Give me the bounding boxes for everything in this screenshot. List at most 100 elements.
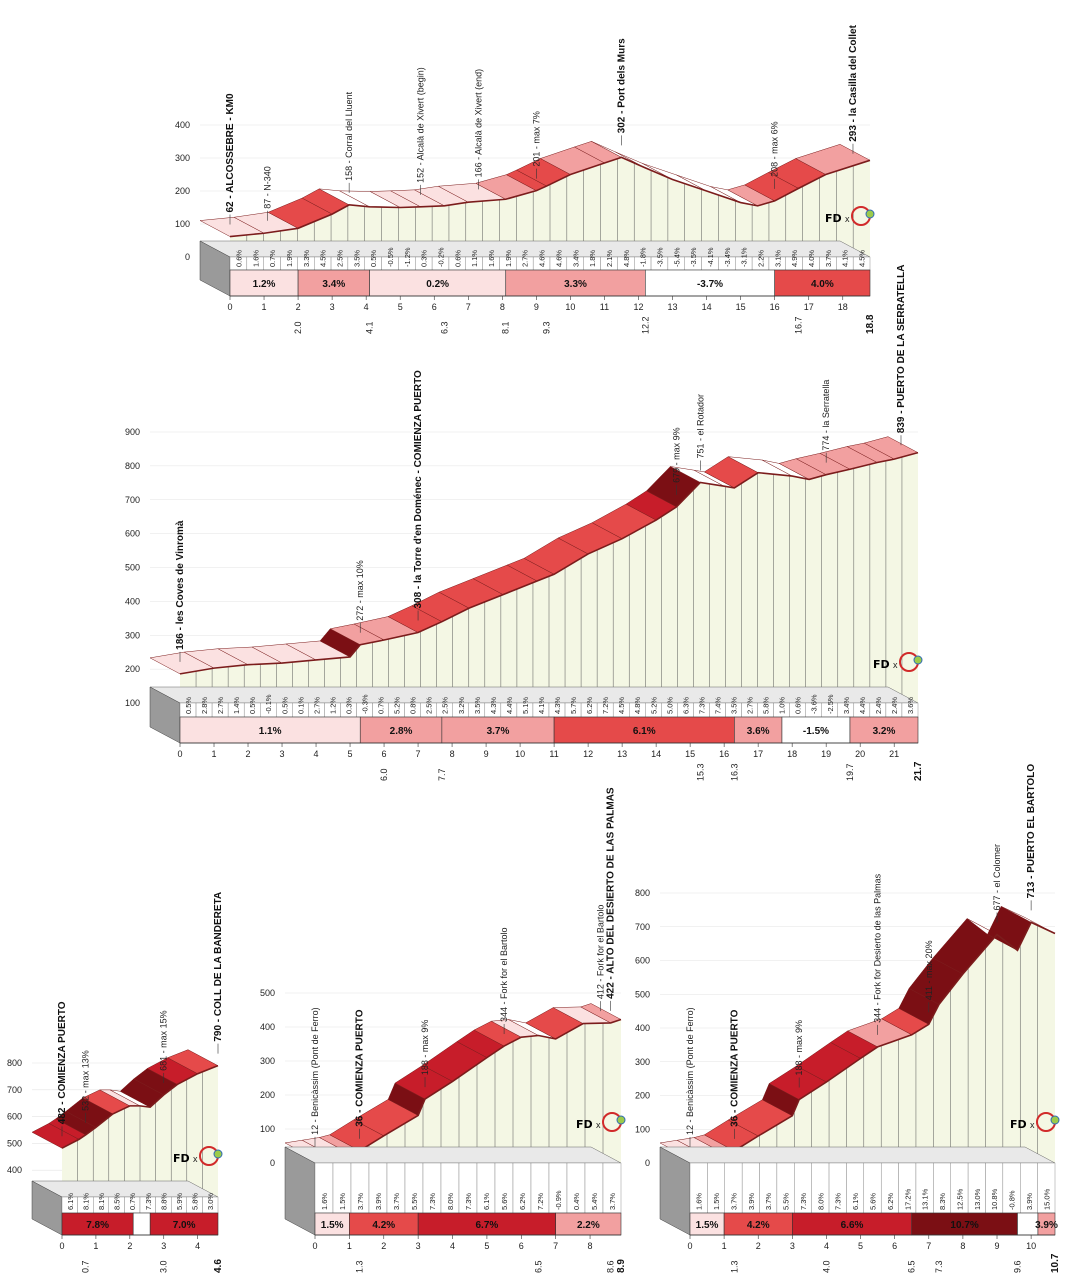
km-grade-label: 7.2% bbox=[601, 697, 610, 714]
km-grade-label: 7.2% bbox=[536, 1193, 545, 1210]
y-tick-label: 700 bbox=[635, 922, 650, 932]
y-tick-label: 500 bbox=[7, 1138, 22, 1148]
km-grade-label: 6.1% bbox=[66, 1193, 75, 1210]
km-grade-label: 3.5% bbox=[473, 697, 482, 714]
x-tick-label: 6 bbox=[432, 302, 437, 312]
km-grade-label: 7.3% bbox=[799, 1193, 808, 1210]
profile-line bbox=[229, 156, 871, 238]
km-marker-label: 6.5 bbox=[533, 1260, 543, 1273]
x-tick-label: 2 bbox=[296, 302, 301, 312]
annotation-label: 12 - Benicàssim (Pont de Ferro) bbox=[685, 1007, 695, 1135]
km-marker-label: 1.3 bbox=[355, 1260, 365, 1273]
km-grade-label: 1.9% bbox=[285, 250, 294, 267]
annotation-label: 839 - PUERTO DE LA SERRATELLA bbox=[896, 265, 907, 434]
km-grade-label: 7.3% bbox=[428, 1193, 437, 1210]
section-grade-label: 4.2% bbox=[372, 1220, 395, 1231]
x-tick-label: 8 bbox=[450, 749, 455, 759]
x-tick-label: 1 bbox=[93, 1241, 98, 1251]
km-grade-label: 5.5% bbox=[410, 1193, 419, 1210]
y-tick-label: 800 bbox=[125, 461, 140, 471]
x-tick-label: 4 bbox=[364, 302, 369, 312]
x-tick-label: 5 bbox=[398, 302, 403, 312]
annotation-label: 308 - la Torre d'en Doménec - COMIENZA P… bbox=[413, 370, 424, 609]
section-grade-label: 0.2% bbox=[426, 279, 449, 290]
km-marker-label: 18.8 bbox=[865, 314, 876, 334]
logo-dot bbox=[1050, 1115, 1060, 1125]
logo-x-text: x bbox=[193, 1154, 198, 1164]
x-tick-label: 7 bbox=[416, 749, 421, 759]
km-grade-label: 0.3% bbox=[420, 250, 429, 267]
section-grade-label: 7.0% bbox=[173, 1220, 196, 1231]
km-grade-label: 6.2% bbox=[585, 697, 594, 714]
km-marker-label: 8.1 bbox=[501, 321, 511, 334]
km-grade-label: -0.8% bbox=[1008, 1190, 1017, 1210]
section-grade-label: 3.6% bbox=[747, 726, 770, 737]
km-grade-label: 4.3% bbox=[553, 697, 562, 714]
km-grade-label: 0.7% bbox=[128, 1193, 137, 1210]
section-band bbox=[553, 716, 735, 744]
base-top bbox=[199, 240, 871, 258]
section-grade-label: 3.4% bbox=[322, 279, 345, 290]
km-grade-label: 3.7% bbox=[608, 1193, 617, 1210]
y-tick-label: 100 bbox=[635, 1124, 650, 1134]
annotation-label: 36 - COMIENZA PUERTO bbox=[355, 1009, 366, 1126]
y-tick-label: 400 bbox=[125, 596, 140, 606]
annotation-label: 412 - Fork for el Bartolo bbox=[595, 905, 605, 1000]
y-tick-label: 900 bbox=[125, 427, 140, 437]
y-tick-label: 300 bbox=[635, 1057, 650, 1067]
km-grade-label: 4.3% bbox=[489, 697, 498, 714]
km-grade-label: 6.3% bbox=[681, 697, 690, 714]
km-grade-label: 4.1% bbox=[537, 697, 546, 714]
km-grade-label: 0.5% bbox=[248, 697, 257, 714]
km-grade-label: 5.6% bbox=[869, 1193, 878, 1210]
y-tick-label: 300 bbox=[260, 1056, 275, 1066]
km-grade-label: 7.3% bbox=[464, 1193, 473, 1210]
annotation-label: 482 - COMIENZA PUERTO bbox=[57, 1001, 68, 1124]
km-grade-label: 1.1% bbox=[470, 250, 479, 267]
section-grade-label: 2.8% bbox=[390, 726, 413, 737]
x-tick-label: 18 bbox=[838, 302, 848, 312]
km-marker-label: 12.2 bbox=[640, 316, 650, 334]
km-grade-label: 6.1% bbox=[851, 1193, 860, 1210]
annotation-label: 679 - max 9% bbox=[672, 427, 682, 483]
km-grade-label: 0.5% bbox=[369, 250, 378, 267]
km-grade-label: 4.4% bbox=[505, 697, 514, 714]
x-tick-label: 11 bbox=[600, 302, 609, 312]
km-marker-label: 8.9 bbox=[616, 1259, 627, 1273]
km-grade-label: 3.0% bbox=[206, 1193, 215, 1210]
y-tick-label: 100 bbox=[125, 698, 140, 708]
km-grade-label: 5.1% bbox=[521, 697, 530, 714]
y-tick-label: 200 bbox=[260, 1090, 275, 1100]
km-grade-label: 2.2% bbox=[757, 250, 766, 267]
km-grade-label: 5.2% bbox=[393, 697, 402, 714]
annotation-label: 152 - Alcalà de Xivert (begin) bbox=[416, 67, 426, 183]
km-grade-label: 2.5% bbox=[441, 697, 450, 714]
y-tick-label: 400 bbox=[260, 1022, 275, 1032]
x-tick-label: 15 bbox=[685, 749, 695, 759]
section-grade-label: 1.1% bbox=[259, 726, 282, 737]
profile-area bbox=[315, 1019, 621, 1163]
km-grade-label: 3.1% bbox=[773, 250, 782, 267]
km-marker-label: 7.3 bbox=[934, 1260, 944, 1273]
annotation-label: 12 - Benicàssim (Pont de Ferro) bbox=[310, 1007, 320, 1135]
profile-area bbox=[690, 922, 1055, 1163]
km-grade-label: 0.7% bbox=[268, 250, 277, 267]
km-grade-label: -3.5% bbox=[655, 247, 664, 267]
section-grade-label: 7.8% bbox=[86, 1220, 109, 1231]
km-grade-label: 8.5% bbox=[113, 1193, 122, 1210]
profile-line bbox=[61, 1064, 219, 1149]
km-grade-label: 8.3% bbox=[938, 1193, 947, 1210]
annotation-label: 62 - ALCOSSEBRE - KM0 bbox=[225, 93, 236, 213]
x-tick-label: 15 bbox=[736, 302, 746, 312]
km-grade-label: 4.5% bbox=[319, 250, 328, 267]
profile-chart-3: 400 500 600 700 800 6.1% 8.1% 8.1% 8.5% 0.7% 7.3% 8… bbox=[7, 892, 224, 1273]
km-grade-label: 12.5% bbox=[955, 1188, 964, 1210]
section-grade-label: 6.6% bbox=[841, 1220, 864, 1231]
km-marker-label: 10.7 bbox=[1050, 1253, 1061, 1273]
x-tick-label: 10 bbox=[565, 302, 575, 312]
y-tick-label: 700 bbox=[125, 495, 140, 505]
km-grade-label: 7.4% bbox=[713, 697, 722, 714]
km-grade-label: -3.6% bbox=[810, 694, 819, 714]
km-grade-label: -0.2% bbox=[437, 247, 446, 267]
annotation-label: 188 - max 9% bbox=[420, 1020, 430, 1076]
